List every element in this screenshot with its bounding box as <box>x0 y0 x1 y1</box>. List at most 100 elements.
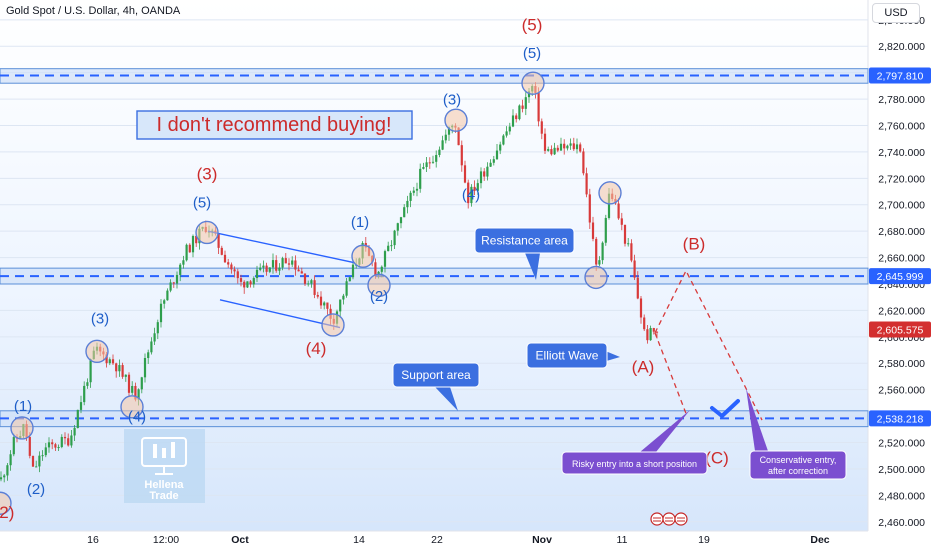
candle-body <box>121 365 124 377</box>
price-label: 2,645.999 <box>877 271 924 283</box>
candle-body <box>137 389 140 400</box>
candle-body <box>441 140 444 150</box>
candle-body <box>316 294 319 297</box>
candle-body <box>566 145 569 149</box>
y-tick-label: 2,560.000 <box>878 385 925 397</box>
candle-body <box>262 265 265 268</box>
pivot-marker <box>444 108 468 132</box>
candle-body <box>60 436 63 448</box>
candle-body <box>569 143 572 146</box>
candle-body <box>652 328 655 332</box>
candle-body <box>307 283 310 285</box>
risky-callout-pointer <box>640 410 690 452</box>
candle-body <box>627 243 630 245</box>
resistance-zone-mid <box>0 267 869 285</box>
wave-label: (2) <box>0 503 14 522</box>
candle-body <box>47 442 51 448</box>
candle-body <box>115 363 118 372</box>
wave-label: (3) <box>197 165 218 184</box>
pivot-marker <box>10 416 34 440</box>
event-flag-icon <box>650 512 664 526</box>
conservative-callout-box <box>749 450 847 480</box>
pivot-marker <box>321 313 345 337</box>
candle-body <box>185 244 188 261</box>
candle-body <box>70 435 73 446</box>
candle-body <box>380 266 383 272</box>
currency-selector[interactable]: USD <box>872 3 920 23</box>
wave-label: (A) <box>632 357 655 376</box>
candle-body <box>486 166 489 177</box>
price-label: 2,797.810 <box>877 71 924 83</box>
candle-body <box>553 147 556 155</box>
candle-body <box>435 154 438 162</box>
candle-body <box>188 244 191 253</box>
wave-label: (1) <box>14 398 32 415</box>
candle-body <box>633 260 636 278</box>
conservative-callout-text: Conservative entry, <box>760 455 837 465</box>
wave-label: (5) <box>522 15 543 34</box>
candle-body <box>345 281 348 296</box>
candle-body <box>467 182 470 204</box>
candle-body <box>502 135 505 145</box>
pivot-marker <box>367 273 391 298</box>
candle-body <box>54 444 57 448</box>
candle-body <box>281 258 284 268</box>
pivot-marker <box>120 395 144 419</box>
x-tick-label: 19 <box>698 534 710 546</box>
pivot-marker <box>351 244 375 268</box>
candle-body <box>246 281 249 288</box>
checkmark-icon <box>710 399 740 418</box>
x-tick-label: 12:00 <box>153 534 179 546</box>
candle-body <box>518 105 521 120</box>
candle-body <box>271 260 275 268</box>
candle-body <box>460 145 463 166</box>
candle-body <box>297 269 300 272</box>
candle-body <box>118 365 121 372</box>
candle-body <box>470 186 473 204</box>
watermark-candle-icon <box>162 448 166 458</box>
candle-body <box>473 186 476 191</box>
candle-body <box>252 278 255 285</box>
y-tick-label: 2,500.000 <box>878 464 925 476</box>
candle-body <box>444 134 447 141</box>
price-label: 2,538.218 <box>877 413 924 425</box>
candle-body <box>143 358 147 378</box>
candle-body <box>393 230 396 246</box>
candle-body <box>124 374 127 377</box>
candle-body <box>294 260 297 270</box>
candle-body <box>476 183 479 191</box>
candle-body <box>83 385 86 403</box>
wave-label: (3) <box>443 91 461 108</box>
candle-body <box>217 233 220 248</box>
y-tick-label: 2,460.000 <box>878 517 925 529</box>
candle-body <box>0 477 3 480</box>
y-tick-label: 2,520.000 <box>878 438 925 450</box>
price-label-box <box>869 321 931 338</box>
candle-body <box>457 127 460 146</box>
candle-body <box>287 263 291 265</box>
candle-body <box>511 115 515 127</box>
candle-body <box>278 267 281 271</box>
pivot-marker <box>521 71 545 95</box>
candle-body <box>31 455 35 467</box>
candle-body <box>550 149 553 155</box>
candle-body <box>521 105 524 109</box>
candle-body <box>28 436 31 456</box>
candle-body <box>9 454 12 466</box>
candle-body <box>595 238 598 265</box>
wave-label: (3) <box>91 311 109 328</box>
y-tick-label: 2,760.000 <box>878 120 925 132</box>
candle-body <box>86 382 89 386</box>
price-label-box <box>869 67 931 84</box>
candle-body <box>111 359 115 364</box>
candle-body <box>623 224 627 244</box>
candle-body <box>447 127 451 135</box>
candle-body <box>339 299 342 312</box>
support-callout-box <box>392 362 480 388</box>
candle-body <box>483 171 486 177</box>
candle-body <box>89 359 92 383</box>
symbol-title: Gold Spot / U.S. Dollar, 4h, OANDA <box>6 5 181 17</box>
candle-body <box>220 247 223 255</box>
y-tick-label: 2,580.000 <box>878 358 925 370</box>
